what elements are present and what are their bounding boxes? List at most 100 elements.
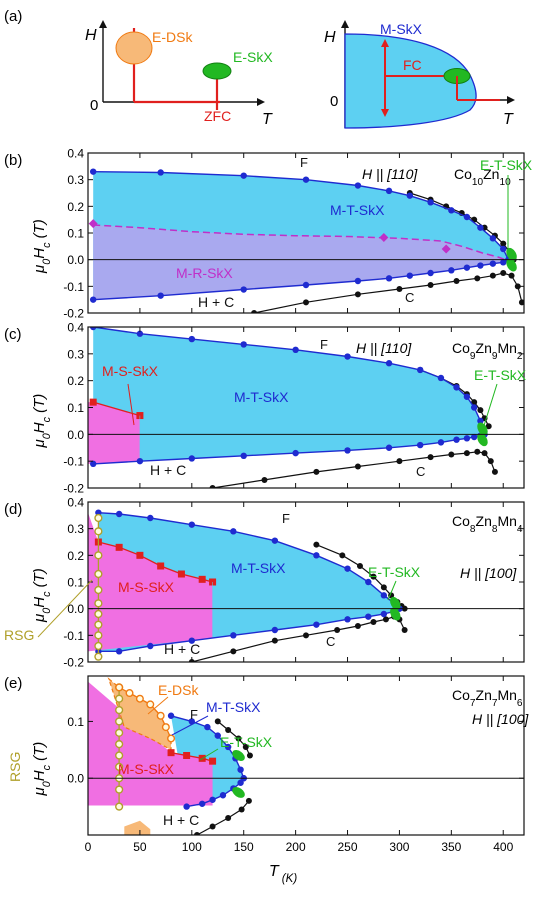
y-tick-label: 0.2 xyxy=(67,549,84,563)
mskx-label: M-SkX xyxy=(380,21,423,37)
edsk-label: E-DSk xyxy=(152,29,193,45)
lower-boundary-point xyxy=(380,610,388,618)
plot-area xyxy=(88,168,524,313)
rsg-point xyxy=(94,527,103,536)
c-boundary-point xyxy=(396,458,403,465)
c-boundary-point xyxy=(487,458,494,465)
phase-label-ms: M-S-SkX xyxy=(102,363,159,379)
msskx-point xyxy=(167,749,175,757)
panel-a-label: (a) xyxy=(4,8,22,25)
compound-label: Co10Zn10 xyxy=(454,166,511,188)
upper-boundary-point xyxy=(500,245,507,253)
upper-boundary-point xyxy=(470,404,478,411)
schematic-right-t-label: T xyxy=(503,111,514,128)
etskx-blob xyxy=(506,247,517,261)
c-boundary-point xyxy=(474,275,481,282)
lower-boundary-point xyxy=(209,796,216,803)
upper-boundary-point xyxy=(188,718,196,725)
phase-label-et: E-T-SkX xyxy=(474,367,527,383)
c-boundary-point xyxy=(396,286,403,292)
y-tick-label: 0.3 xyxy=(67,522,84,536)
panel-label: (b) xyxy=(4,152,22,169)
mrskx-diamond xyxy=(441,244,451,254)
upper-boundary-point xyxy=(344,353,351,360)
rsg-point xyxy=(115,785,124,794)
msskx-boundary-line xyxy=(170,752,213,762)
plot-area xyxy=(88,677,253,835)
c-boundary-point xyxy=(209,485,216,488)
c-boundary-point xyxy=(303,632,309,639)
etskx-blob xyxy=(232,786,245,798)
compound-label: Co9Zn9Mn2 xyxy=(452,340,523,362)
arrow-right-icon xyxy=(257,98,265,106)
y-axis-label: μ0Hc (T) xyxy=(31,394,53,449)
upper-boundary-point xyxy=(489,235,497,242)
upper-boundary-point xyxy=(292,346,299,354)
e-skx-upper-point xyxy=(380,584,387,591)
msskx-point xyxy=(115,543,123,551)
c-boundary-point xyxy=(251,310,258,313)
c-boundary-point xyxy=(453,278,460,284)
edsk-point xyxy=(161,723,170,732)
etskx-pointer xyxy=(481,383,498,433)
lower-boundary-point xyxy=(463,435,471,442)
edsk-point xyxy=(125,689,134,698)
etskx-pointer xyxy=(199,748,219,761)
c-boundary-point xyxy=(313,468,320,475)
schematic-left-h-label: H xyxy=(85,27,97,44)
c-boundary-point xyxy=(508,272,515,279)
upper-boundary-point xyxy=(385,187,393,195)
compound-label: Co8Zn8Mn4 xyxy=(452,513,523,535)
x-tick-label: 250 xyxy=(338,840,358,854)
phase-label-rsg: RSG xyxy=(7,752,23,782)
y-axis-label: μ0Hc (T) xyxy=(31,742,53,797)
edsk-point xyxy=(135,694,144,703)
lower-boundary-point xyxy=(453,436,460,443)
mrskx-diamond xyxy=(379,233,389,243)
lower-boundary-point xyxy=(344,616,351,623)
lower-boundary-point xyxy=(427,269,434,277)
y-tick-label: -0.2 xyxy=(63,307,84,321)
lower-boundary-point xyxy=(237,779,244,786)
rsg-point xyxy=(115,762,124,771)
lower-boundary-point xyxy=(416,441,424,449)
upper-boundary-point xyxy=(240,341,247,348)
panel-label: (c) xyxy=(4,326,22,343)
e-skx-upper-point xyxy=(477,407,484,414)
edsk-point xyxy=(146,700,155,709)
msskx-region xyxy=(88,402,140,464)
arrow-down-icon xyxy=(381,109,389,117)
upper-boundary-point xyxy=(214,732,221,739)
y-tick-label: -0.2 xyxy=(63,656,84,670)
upper-boundary-point xyxy=(224,743,232,751)
upper-boundary-point xyxy=(204,723,211,731)
rsg-point xyxy=(94,513,103,523)
edsk-lower-region xyxy=(124,820,151,835)
upper-boundary-point xyxy=(167,712,175,719)
e-skx-upper-point-line xyxy=(409,192,515,260)
arrow-up-icon xyxy=(99,20,107,28)
upper-boundary-point xyxy=(463,393,471,400)
upper-boundary-point xyxy=(89,327,97,331)
c-boundary-point xyxy=(474,448,481,455)
c-boundary-point xyxy=(225,814,232,821)
c-boundary-point xyxy=(427,282,434,288)
y-tick-label: 0.2 xyxy=(67,200,84,214)
panel-a-schematic: (a) H 0 T E-DSk E-SkX ZFC xyxy=(4,8,515,129)
rsg-point xyxy=(94,641,103,651)
lower-boundary-point xyxy=(470,433,478,441)
arrow-right-icon xyxy=(507,96,515,104)
panel-c: -0.2 -0.1 0.0 0.1 0.2 0.3 0.4 (c) μ0Hc (T) Co9Zn9… xyxy=(4,321,527,496)
msskx-point xyxy=(183,752,191,759)
panel-d: -0.2 -0.1 0.0 0.1 0.2 0.3 0.4 (d) μ0Hc (T) Co8Zn8… xyxy=(4,496,525,670)
phase-label-et: E-T-SkX xyxy=(480,157,533,173)
lower-boundary-point xyxy=(292,449,299,457)
etskx-blob xyxy=(506,258,517,272)
y-tick-label: 0.0 xyxy=(67,602,84,616)
fc-label: FC xyxy=(403,57,422,73)
phase-label-f: F xyxy=(190,707,198,722)
upper-boundary-point xyxy=(89,168,97,175)
c-boundary-point xyxy=(209,823,216,830)
rsg-point xyxy=(94,631,103,640)
